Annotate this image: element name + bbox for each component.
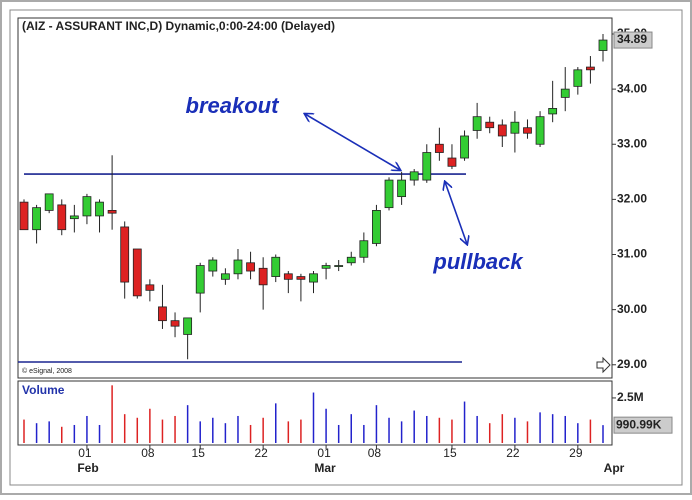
annotation-arrow: [305, 114, 400, 170]
candle-body: [447, 157, 457, 167]
candle-body: [510, 121, 520, 134]
candle-body: [271, 256, 281, 277]
candle-body: [95, 201, 104, 217]
source: © eSignal, 2008: [22, 367, 72, 375]
candle-body: [145, 284, 155, 291]
candle-body: [208, 259, 218, 272]
annotation-arrow: [445, 182, 467, 244]
price-panel: [17, 17, 613, 379]
x-tick-label: 08: [141, 446, 155, 460]
x-month-label: Mar: [314, 461, 336, 475]
candle-body: [472, 116, 482, 131]
candle-body: [346, 256, 356, 264]
x-tick-label: 22: [506, 446, 520, 460]
candle-body: [170, 320, 180, 327]
x-tick-label: 22: [254, 446, 268, 460]
candle-body: [69, 215, 79, 220]
candle-body: [384, 179, 394, 209]
candle-body: [120, 226, 130, 283]
candle-body: [158, 306, 167, 322]
x-tick-label: 15: [443, 446, 457, 460]
annotation: pullback: [432, 249, 524, 274]
candle-body: [82, 196, 92, 217]
candle-body: [548, 108, 558, 115]
x-tick-label: 01: [317, 446, 331, 460]
candle-body: [372, 210, 381, 244]
candle-body: [258, 267, 268, 286]
x-tick-label: 29: [569, 446, 583, 460]
candle-body: [573, 69, 583, 87]
candle-body: [535, 116, 545, 145]
candle-body: [195, 265, 205, 294]
candle-body: [183, 317, 193, 335]
scroll-icon[interactable]: [596, 356, 611, 374]
last-price-label: 34.89: [617, 32, 647, 46]
y-tick-label: 31.00: [617, 247, 647, 261]
x-tick-label: 01: [78, 446, 92, 460]
candle-body: [460, 135, 469, 159]
volume-label-box: [613, 416, 673, 434]
candle-body: [523, 127, 532, 134]
volume-panel: [17, 380, 613, 446]
candle-body: [220, 273, 230, 280]
candle-body: [246, 262, 255, 272]
candle-body: [434, 143, 444, 153]
candle-body: [485, 121, 495, 129]
chart-title: (AIZ - ASSURANT INC,D) Dynamic,0:00-24:0…: [22, 19, 335, 33]
annotation: breakout: [186, 93, 281, 118]
candle-body: [233, 259, 243, 275]
x-month-label: Apr: [604, 461, 625, 475]
candle-body: [296, 276, 306, 280]
candle-body: [321, 265, 331, 269]
candle-body: [586, 66, 595, 71]
x-tick-label: 15: [192, 446, 206, 460]
candle-body: [44, 193, 54, 211]
candle-body: [57, 204, 67, 231]
candle-body: [397, 179, 407, 198]
candle-body: [132, 248, 142, 297]
x-tick-label: 08: [368, 446, 382, 460]
volume-title: Volume: [22, 383, 65, 397]
x-month-label: Feb: [77, 461, 98, 475]
candle-body: [560, 88, 570, 98]
candle-body: [359, 240, 369, 258]
candle-body: [422, 152, 432, 181]
y-tick-label: 32.00: [617, 192, 647, 206]
candle-body: [334, 265, 344, 267]
candle-body: [107, 210, 117, 214]
y-tick-label: 33.00: [617, 136, 647, 150]
y-tick-label: 29.00: [617, 357, 647, 371]
candle-body: [309, 273, 318, 283]
candle-body: [497, 124, 507, 137]
volume-tick-label: 2.5M: [617, 390, 644, 404]
y-tick-label: 30.00: [617, 302, 647, 316]
volume-value-label: 990.99K: [616, 417, 662, 431]
candle-body: [409, 171, 419, 181]
last-price-box: [613, 31, 653, 49]
candle-body: [283, 273, 293, 280]
candle-body: [32, 207, 41, 231]
y-tick-label: 34.00: [617, 81, 647, 95]
candle-body: [19, 201, 29, 231]
candle-body: [598, 39, 608, 51]
